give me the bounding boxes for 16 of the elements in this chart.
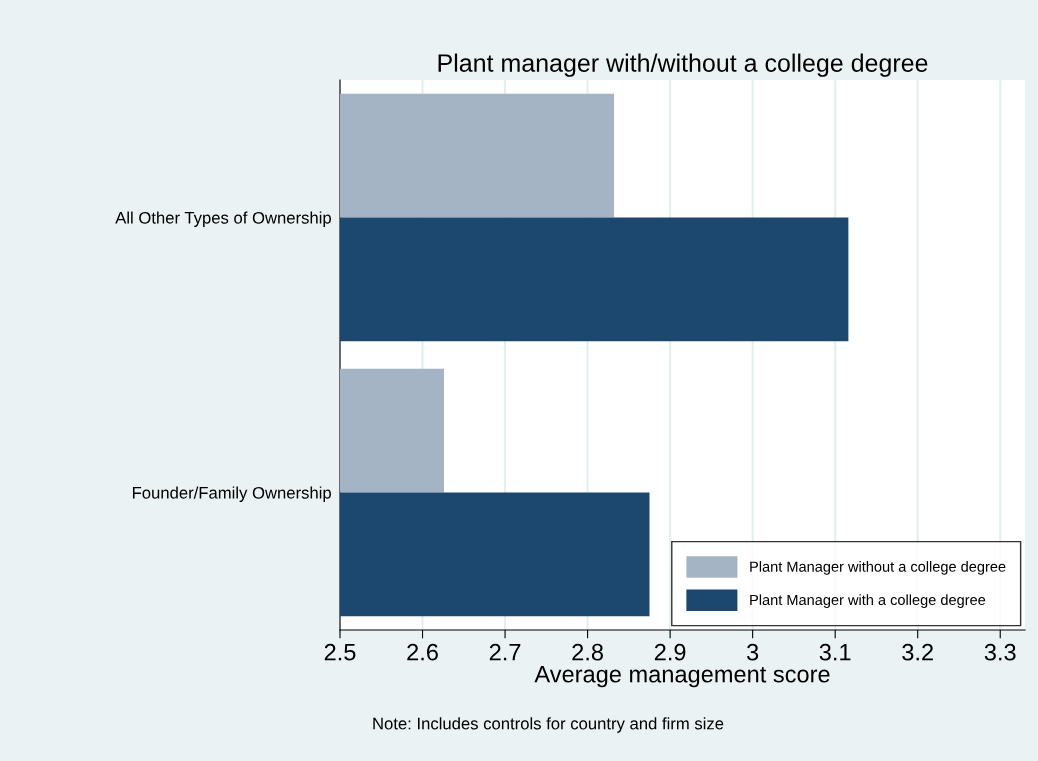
x-tick-label: 2.6	[407, 643, 438, 661]
legend-label: Plant Manager with a college degree	[750, 594, 986, 608]
x-tick-label: 3.2	[902, 643, 933, 661]
x-tick-label: 3.1	[819, 643, 851, 661]
x-tick-label: 3	[746, 643, 759, 661]
y-tick-label: Founder/Family Ownership	[132, 486, 331, 502]
text: Note: Includes controls for country and firm size	[373, 717, 724, 733]
x-axis-title: Average management score	[534, 666, 830, 688]
x-tick-label: 2.5	[324, 643, 356, 661]
x-tick-label: 2.7	[489, 643, 521, 661]
x-tick-label: 2.8	[572, 643, 603, 661]
x-tick-label: 3.3	[984, 643, 1016, 661]
legend-label: Plant Manager without a college degree	[750, 561, 1006, 575]
x-tick-label: 2.9	[654, 643, 686, 661]
y-tick-label: All Other Types of Ownership	[115, 211, 331, 227]
chart-title: Plant manager with/without a college degree	[438, 53, 928, 77]
